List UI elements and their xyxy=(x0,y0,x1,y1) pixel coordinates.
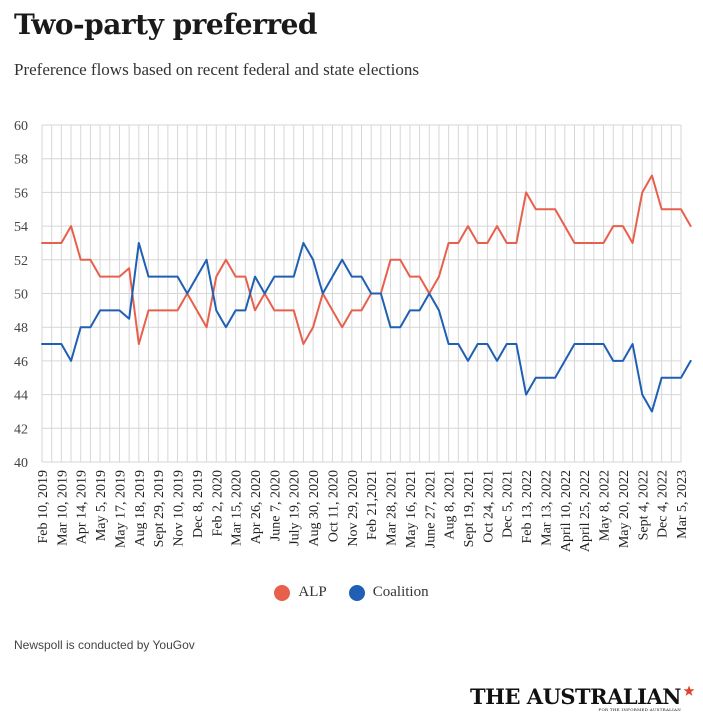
x-tick-label: Oct 24, 2021 xyxy=(481,470,496,543)
x-tick-label: Mar 13, 2022 xyxy=(539,470,554,546)
star-icon xyxy=(683,685,695,696)
x-tick-label: Feb 10, 2019 xyxy=(36,470,51,544)
x-tick-label: July 19, 2020 xyxy=(288,470,303,546)
y-tick-label: 52 xyxy=(14,254,28,269)
x-tick-label: Apr 14, 2019 xyxy=(75,470,90,544)
legend: ALP Coalition xyxy=(0,584,703,601)
x-tick-label: May 17, 2019 xyxy=(113,470,128,548)
x-tick-label: Nov 10, 2019 xyxy=(172,470,187,547)
x-tick-label: Dec 5, 2021 xyxy=(501,470,516,538)
x-tick-label: Mar 10, 2019 xyxy=(55,470,70,546)
x-tick-label: Mar 15, 2020 xyxy=(230,470,245,546)
x-tick-label: Aug 30, 2020 xyxy=(307,470,322,547)
logo-text: THE AUSTRALIAN xyxy=(469,684,682,709)
x-tick-label: Aug 18, 2019 xyxy=(133,470,148,547)
legend-item-coalition[interactable]: Coalition xyxy=(348,584,429,601)
series-line-alp xyxy=(41,174,692,346)
x-tick-label: Dec 4, 2022 xyxy=(656,470,671,538)
x-tick-label: Feb 21,2021 xyxy=(365,470,380,540)
logo-tagline: FOR THE INFORMED AUSTRALIAN xyxy=(598,707,681,712)
chart-title: Two-party preferred xyxy=(14,8,317,41)
y-tick-label: 40 xyxy=(14,456,28,471)
x-tick-label: Mar 28, 2021 xyxy=(385,470,400,546)
y-tick-label: 42 xyxy=(14,422,28,437)
y-tick-label: 48 xyxy=(14,321,28,336)
x-tick-label: Sept 19, 2021 xyxy=(462,470,477,547)
x-tick-label: Nov 29, 2020 xyxy=(346,470,361,547)
source-note: Newspoll is conducted by YouGov xyxy=(14,638,195,652)
x-tick-label: April 10, 2022 xyxy=(559,470,574,552)
x-tick-label: June 27, 2021 xyxy=(423,470,438,548)
y-tick-label: 58 xyxy=(14,153,28,168)
y-tick-label: 44 xyxy=(14,389,28,404)
x-tick-label: Feb 2, 2020 xyxy=(210,470,225,537)
chart-subtitle: Preference flows based on recent federal… xyxy=(14,60,419,79)
x-tick-label: Aug 8, 2021 xyxy=(443,470,458,540)
grid-lines xyxy=(41,124,682,463)
y-tick-label: 54 xyxy=(14,220,28,235)
legend-label-coalition: Coalition xyxy=(372,584,429,600)
x-tick-label: Sept 4, 2022 xyxy=(636,470,651,540)
y-axis: 40 42 44 46 48 50 52 54 56 58 60 xyxy=(14,119,28,471)
line-chart: 40 42 44 46 48 50 52 54 56 58 60 Feb 10, 2019 Mar 1… xyxy=(14,119,692,552)
coalition-swatch-icon xyxy=(348,584,365,601)
alp-swatch-icon xyxy=(274,584,291,601)
x-tick-label: Oct 11, 2020 xyxy=(326,470,341,542)
y-tick-label: 50 xyxy=(14,288,28,303)
series-lines xyxy=(41,174,692,413)
x-tick-label: Dec 8, 2019 xyxy=(191,470,206,538)
x-tick-label: Mar 5, 2023 xyxy=(675,470,690,539)
y-tick-label: 60 xyxy=(14,119,28,134)
x-tick-label: June 7, 2020 xyxy=(268,470,283,541)
x-tick-label: Sept 29, 2019 xyxy=(152,470,167,547)
publication-logo: THE AUSTRALIAN FOR THE INFORMED AUSTRALI… xyxy=(470,684,695,712)
y-tick-label: 46 xyxy=(14,355,28,370)
x-axis: Feb 10, 2019 Mar 10, 2019 Apr 14, 2019 May … xyxy=(36,470,690,552)
y-tick-label: 56 xyxy=(14,186,28,201)
legend-item-alp[interactable]: ALP xyxy=(274,584,327,601)
x-tick-label: May 16, 2021 xyxy=(404,470,419,548)
x-tick-label: May 5, 2019 xyxy=(94,470,109,541)
x-tick-label: April 25, 2022 xyxy=(578,470,593,552)
legend-label-alp: ALP xyxy=(298,584,327,600)
x-tick-label: Feb 13, 2022 xyxy=(520,470,535,544)
x-tick-label: May 8, 2022 xyxy=(598,470,613,541)
series-line-coalition xyxy=(41,241,692,413)
x-tick-label: Apr 26, 2020 xyxy=(249,470,264,544)
x-tick-label: May 20, 2022 xyxy=(617,470,632,548)
